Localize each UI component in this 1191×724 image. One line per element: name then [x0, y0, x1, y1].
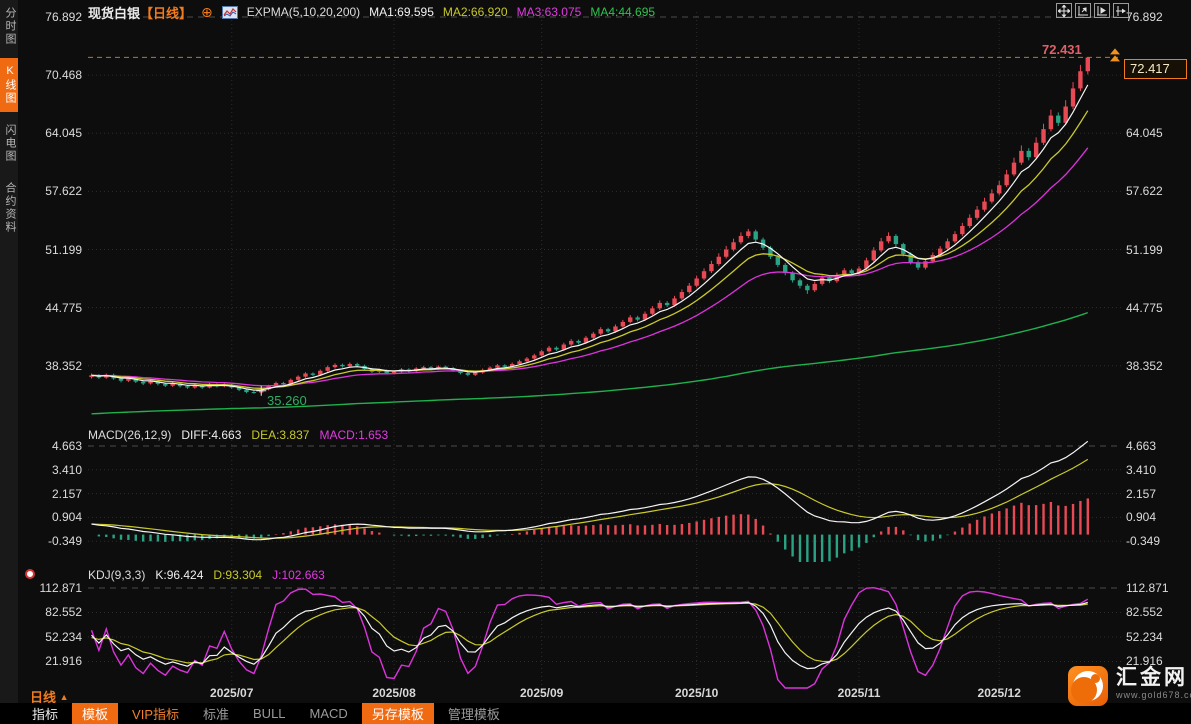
- macd-dea-value: DEA:3.837: [251, 428, 310, 442]
- kdj-title: KDJ(9,3,3): [88, 568, 146, 582]
- kdj-j-value: J:102.663: [272, 568, 325, 582]
- y-axis-label-main: 51.199: [1126, 242, 1163, 257]
- high-price-annotation: 72.431: [1042, 42, 1082, 57]
- ma4-value: MA4:44.695: [590, 5, 656, 19]
- period-badge[interactable]: 【日线】: [140, 5, 193, 21]
- macd-diff-value: DIFF:4.663: [181, 428, 242, 442]
- y-axis-label-macd: 2.157: [51, 486, 82, 501]
- sidebar-tab-contract-info[interactable]: 合约资料: [4, 182, 16, 234]
- x-axis-label: 2025/09: [519, 686, 564, 700]
- low-price-annotation: 35.260: [267, 393, 307, 408]
- y-axis-label-kdj: 21.916: [45, 654, 82, 669]
- sidebar-tab-lightning[interactable]: 闪电图: [4, 124, 16, 163]
- kdj-panel-header: KDJ(9,3,3) K:96.424 D:93.304 J:102.663: [88, 568, 325, 582]
- y-axis-label-kdj: 21.916: [1126, 654, 1163, 669]
- y-axis-label-kdj: 112.871: [39, 581, 83, 595]
- kdj-d-value: D:93.304: [213, 568, 263, 582]
- indicator-settings-icon[interactable]: [25, 569, 35, 579]
- y-axis-label-macd: 4.663: [51, 439, 82, 453]
- tab-indicators[interactable]: 指标: [32, 707, 59, 722]
- timeframe-label[interactable]: 日线 ▲: [30, 690, 69, 705]
- y-axis-label-main: 38.352: [45, 358, 82, 373]
- y-axis-label-kdj: 82.552: [1126, 605, 1163, 620]
- y-axis-label-kdj: 112.871: [1126, 581, 1169, 595]
- tab-save-template[interactable]: 另存模板: [361, 703, 434, 724]
- indicator-chart-icon[interactable]: [221, 5, 238, 19]
- add-indicator-icon[interactable]: ⊕: [201, 4, 213, 20]
- candlestick-plot[interactable]: [0, 0, 1191, 700]
- y-axis-label-main: 44.775: [1126, 300, 1163, 315]
- y-axis-label-main: 76.892: [1126, 10, 1163, 24]
- x-axis-label: 2025/07: [210, 686, 254, 700]
- pan-mode-icon[interactable]: [1056, 3, 1072, 18]
- y-axis-label-main: 57.622: [45, 184, 82, 199]
- y-axis-label-macd: 4.663: [1126, 439, 1157, 453]
- kdj-k-value: K:96.424: [155, 568, 204, 582]
- jump-latest-icon[interactable]: [1113, 3, 1129, 18]
- tab-templates[interactable]: 模板: [72, 703, 119, 724]
- y-axis-label-main: 57.622: [1126, 184, 1163, 199]
- tab-vip-indicators[interactable]: VIP指标: [132, 707, 179, 722]
- y-axis-label-macd: 3.410: [51, 462, 82, 477]
- compress-time-icon[interactable]: [1075, 3, 1091, 18]
- y-axis-label-kdj: 52.234: [45, 629, 82, 644]
- x-axis-label: 2025/08: [372, 686, 416, 700]
- y-axis-label-macd: -0.349: [47, 534, 82, 549]
- logo-swirl-icon: [1068, 666, 1108, 706]
- bottom-toolbar: 指标 模板 VIP指标 标准 BULL MACD 另存模板 管理模板: [0, 703, 1191, 724]
- ma1-value: MA1:69.595: [369, 5, 434, 19]
- chart-type-sidebar: 分时图 K线图 闪电图 合约资料: [0, 0, 18, 703]
- tab-standard[interactable]: 标准: [203, 707, 230, 722]
- ma2-value: MA2:66.920: [442, 5, 508, 19]
- y-axis-label-main: 51.199: [45, 242, 82, 257]
- chart-toolbar: [1056, 3, 1129, 18]
- x-axis-label: 2025/10: [674, 686, 719, 700]
- macd-hist-value: MACD:1.653: [319, 428, 389, 442]
- tab-manage-template[interactable]: 管理模板: [447, 707, 500, 722]
- logo-url: www.gold678.com: [1116, 690, 1191, 700]
- x-axis-label: 2025/12: [977, 686, 1021, 700]
- y-axis-label-macd: 0.904: [1126, 510, 1157, 525]
- y-axis-label-main: 70.468: [45, 68, 82, 83]
- last-price-box: 72.417: [1124, 59, 1187, 79]
- tab-macd[interactable]: MACD: [309, 706, 348, 721]
- y-axis-label-main: 76.892: [45, 10, 82, 24]
- y-axis-label-main: 64.045: [1126, 126, 1163, 141]
- x-axis-label: 2025/11: [837, 686, 881, 700]
- sidebar-tab-kline[interactable]: K线图: [0, 58, 18, 112]
- symbol-name: 现货白银: [88, 5, 141, 21]
- macd-title: MACD(26,12,9): [88, 428, 172, 442]
- play-forward-icon[interactable]: [1094, 3, 1110, 18]
- ma3-value: MA3:63.075: [516, 5, 582, 19]
- chart-header: 现货白银【日线】 ⊕ EXPMA(5,10,20,200) MA1:69.595…: [88, 3, 655, 21]
- y-axis-label-macd: 3.410: [1126, 462, 1157, 477]
- site-logo[interactable]: 汇金网 www.gold678.com: [1068, 666, 1191, 706]
- indicator-label: EXPMA(5,10,20,200): [246, 5, 361, 19]
- macd-panel-header: MACD(26,12,9) DIFF:4.663 DEA:3.837 MACD:…: [88, 428, 388, 442]
- y-axis-label-main: 64.045: [45, 126, 82, 141]
- y-axis-label-kdj: 82.552: [45, 605, 82, 620]
- y-axis-label-macd: 2.157: [1126, 486, 1157, 501]
- y-axis-label-main: 44.775: [45, 300, 82, 315]
- sidebar-tab-timeshare[interactable]: 分时图: [4, 7, 16, 46]
- y-axis-label-macd: 0.904: [51, 510, 82, 525]
- y-axis-label-main: 38.352: [1126, 358, 1163, 373]
- triangle-up-icon: ▲: [59, 692, 69, 702]
- y-axis-label-macd: -0.349: [1126, 534, 1161, 549]
- tab-bull[interactable]: BULL: [253, 706, 286, 721]
- y-axis-label-kdj: 52.234: [1126, 629, 1163, 644]
- logo-name: 汇金网: [1116, 666, 1188, 689]
